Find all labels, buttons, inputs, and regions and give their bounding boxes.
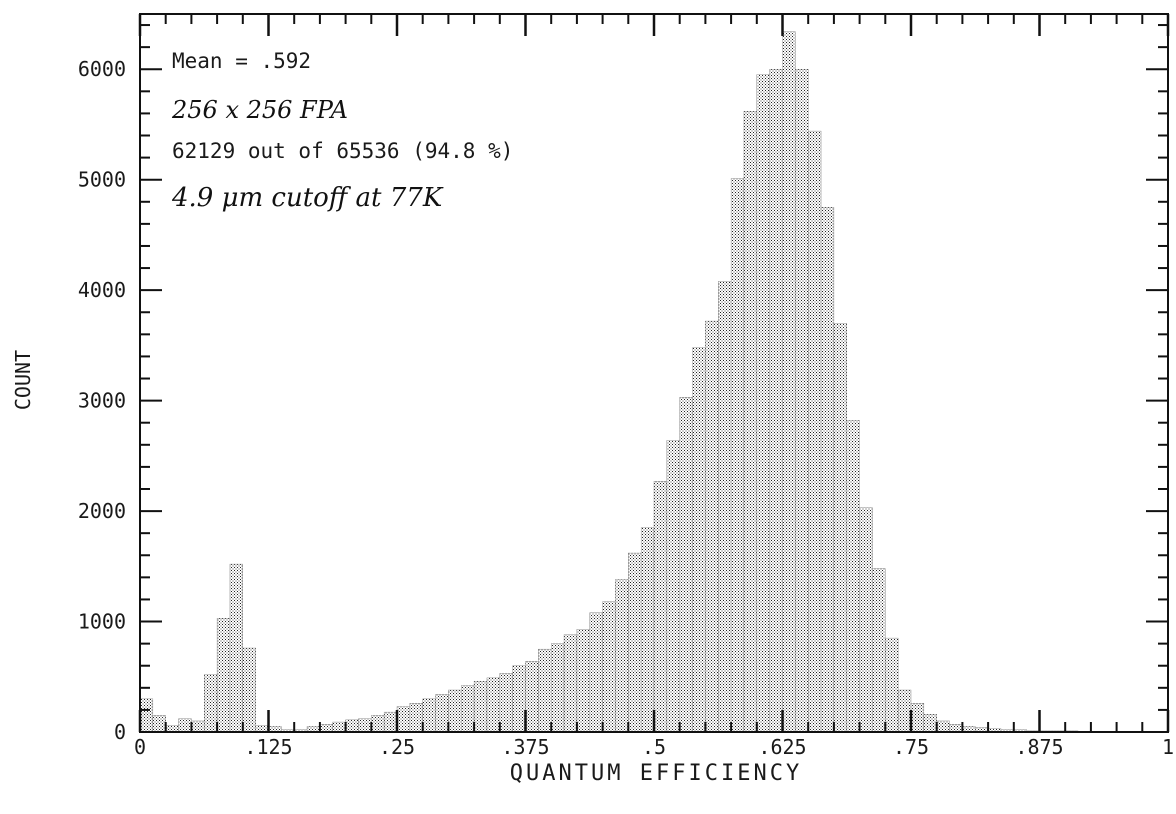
- x-tick-label: .75: [893, 735, 929, 759]
- histogram-bar: [653, 481, 668, 733]
- histogram-bar: [743, 111, 758, 733]
- histogram-bar: [897, 689, 912, 733]
- histogram-bar: [538, 648, 552, 733]
- x-tick-label: .625: [758, 735, 806, 759]
- histogram-bar: [820, 207, 835, 733]
- y-tick-label: 1000: [78, 610, 126, 634]
- y-tick-label: 3000: [78, 389, 126, 413]
- x-tick-label: .875: [1015, 735, 1063, 759]
- x-tick-labels: 0 .125 .25 .375 .5 .625 .75 .875 1: [134, 735, 1174, 759]
- histogram-bar: [705, 320, 719, 733]
- histogram-bar: [383, 711, 398, 733]
- histogram-bar: [396, 706, 411, 733]
- histogram-bar: [833, 323, 847, 733]
- fpa-size-annotation: 256 x 256 FPA: [171, 96, 348, 124]
- histogram-bar: [769, 69, 783, 733]
- histogram-bar: [204, 674, 218, 733]
- y-tick-labels: 0 1000 2000 3000 4000 5000 6000: [78, 57, 126, 744]
- histogram-bar: [358, 718, 372, 733]
- histogram-bar: [499, 673, 513, 733]
- x-tick-label: 1: [1162, 735, 1174, 759]
- x-tick-label: .5: [642, 735, 666, 759]
- x-tick-label: .375: [501, 735, 549, 759]
- histogram-bar: [525, 661, 539, 733]
- pixel-count-annotation: 62129 out of 65536 (94.8 %): [172, 139, 513, 163]
- histogram-bar: [692, 347, 706, 733]
- x-tick-label: .25: [379, 735, 415, 759]
- histogram-bar: [422, 698, 436, 733]
- histogram-bar: [640, 527, 655, 733]
- histogram-bar: [615, 579, 629, 733]
- y-axis-label: COUNT: [11, 350, 35, 410]
- histogram-bar: [808, 130, 822, 733]
- histogram-bar: [730, 178, 745, 733]
- histogram-bar: [602, 601, 616, 733]
- histogram-bar: [782, 31, 796, 733]
- histogram-bar: [461, 685, 475, 733]
- histogram-bar: [576, 629, 590, 733]
- mean-annotation: Mean = .592: [172, 49, 311, 73]
- histogram-bars: [139, 31, 1169, 733]
- histogram-bar: [936, 720, 950, 733]
- cutoff-annotation: 4.9 μm cutoff at 77K: [171, 183, 444, 213]
- histogram-bar: [885, 637, 899, 733]
- histogram-bar: [756, 74, 770, 733]
- histogram-bar: [718, 281, 732, 733]
- histogram-bar: [872, 568, 886, 733]
- y-tick-label: 4000: [78, 278, 126, 302]
- histogram-bar: [589, 612, 603, 733]
- histogram-bar: [178, 718, 192, 733]
- histogram-bar: [191, 720, 205, 733]
- histogram-bar: [666, 440, 680, 733]
- x-axis-label: QUANTUM EFFICIENCY: [510, 761, 802, 786]
- histogram-bar: [435, 694, 449, 733]
- histogram-bar: [473, 680, 488, 733]
- histogram-bar: [371, 715, 385, 733]
- histogram-bar: [229, 563, 243, 733]
- y-tick-label: 0: [114, 720, 126, 744]
- histogram-bar: [628, 552, 642, 733]
- y-tick-label: 2000: [78, 499, 126, 523]
- y-tick-label: 6000: [78, 57, 126, 81]
- histogram-bar: [679, 397, 693, 733]
- x-tick-label: 0: [134, 735, 146, 759]
- histogram-bar: [846, 420, 860, 733]
- histogram-bar: [563, 634, 578, 733]
- x-tick-label: .125: [244, 735, 292, 759]
- y-tick-label: 5000: [78, 168, 126, 192]
- histogram-bar: [152, 715, 166, 733]
- histogram-bar: [486, 677, 501, 733]
- axis-ticks: [138, 14, 1170, 733]
- histogram-bar: [949, 724, 963, 733]
- histogram-bar: [319, 724, 333, 733]
- histogram-bar: [448, 689, 462, 733]
- histogram-bar: [409, 703, 423, 733]
- histogram-bar: [923, 714, 937, 733]
- histogram-bar: [512, 665, 526, 733]
- histogram-bar: [910, 703, 925, 733]
- histogram-bar: [859, 507, 873, 733]
- histogram-bar: [551, 643, 565, 733]
- histogram-bar: [345, 719, 359, 733]
- histogram-bar: [216, 618, 231, 733]
- histogram-bar: [332, 721, 346, 733]
- histogram-bar: [795, 69, 809, 733]
- histogram-bar: [139, 698, 154, 733]
- histogram-bar: [242, 647, 256, 733]
